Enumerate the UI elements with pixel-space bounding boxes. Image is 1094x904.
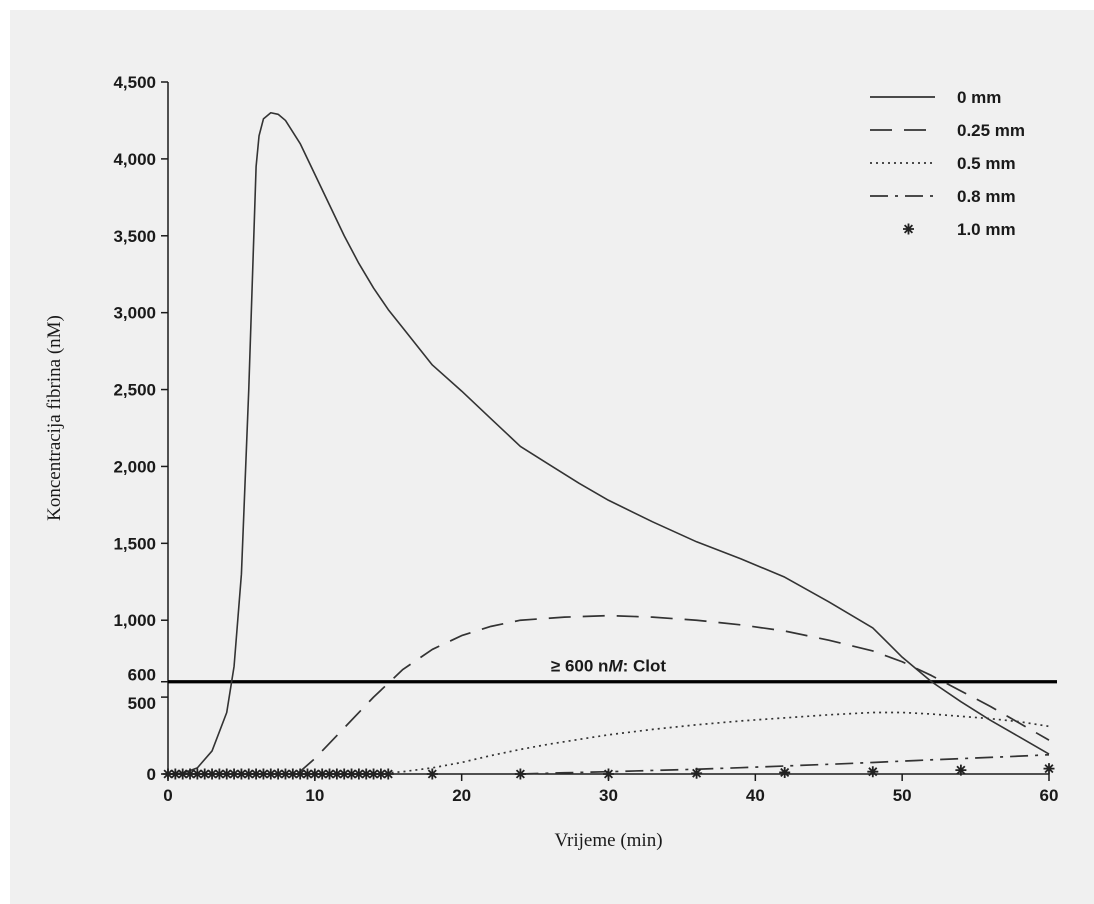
threshold-label: ≥ 600 nM: Clot: [551, 657, 666, 676]
legend-item: 1.0 mm: [903, 220, 1016, 239]
data-point-star: [382, 768, 394, 780]
data-point-star: [191, 768, 203, 780]
data-point-star: [331, 768, 343, 780]
threshold-label-suffix: : Clot: [623, 657, 667, 676]
data-point-star: [265, 768, 277, 780]
y-tick-label: 1,500: [113, 534, 156, 553]
y-tick-label: 3,000: [113, 304, 156, 323]
legend-item: 0.8 mm: [870, 187, 1016, 206]
legend-item: 0.25 mm: [870, 121, 1025, 140]
data-point-star: [346, 768, 358, 780]
legend-label: 0.8 mm: [957, 187, 1016, 206]
threshold-label-prefix: ≥ 600 n: [551, 657, 609, 676]
legend-label: 0.25 mm: [957, 121, 1025, 140]
data-point-star: [353, 768, 365, 780]
data-point-star: [213, 768, 225, 780]
data-point-star: [169, 768, 181, 780]
data-point-star: [360, 768, 372, 780]
data-point-star: [1043, 763, 1055, 775]
data-point-star: [279, 768, 291, 780]
x-tick-label: 60: [1040, 786, 1059, 805]
data-point-star: [691, 767, 703, 779]
data-point-star: [221, 768, 233, 780]
data-point-star: [243, 768, 255, 780]
y-tick-label: 4,500: [113, 73, 156, 92]
series-1-0-mm-points: [162, 763, 1055, 780]
y-tick-label: 600: [128, 666, 156, 685]
data-point-star: [338, 768, 350, 780]
data-point-star: [294, 768, 306, 780]
data-point-star: [514, 768, 526, 780]
x-tick-label: 10: [305, 786, 324, 805]
data-point-star: [375, 768, 387, 780]
data-point-star: [955, 764, 967, 776]
data-point-star: [206, 768, 218, 780]
legend-label: 0 mm: [957, 88, 1001, 107]
x-tick-label: 20: [452, 786, 471, 805]
series-line-0-mm: [167, 111, 1050, 775]
data-point-star: [316, 768, 328, 780]
legend-item: 0 mm: [870, 88, 1001, 107]
data-point-star: [228, 768, 240, 780]
data-point-star: [235, 768, 247, 780]
line-chart: 05006001,0001,5002,0002,5003,0003,5004,0…: [44, 73, 1058, 851]
series-line-0-25-mm: [296, 614, 1050, 775]
legend: 0 mm 0.25 mm 0.5 mm 0.8 mm 1.0 mm: [870, 88, 1025, 239]
data-point-star: [368, 768, 380, 780]
x-tick-label: 30: [599, 786, 618, 805]
x-tick-label: 0: [163, 786, 172, 805]
x-axis-title: Vrijeme (min): [554, 830, 662, 851]
y-tick-label: 4,000: [113, 150, 156, 169]
x-tick-label: 40: [746, 786, 765, 805]
data-point-star: [324, 768, 336, 780]
legend-item: 0.5 mm: [870, 154, 1016, 173]
series-line-0-5-mm: [373, 711, 1050, 775]
axes: 05006001,0001,5002,0002,5003,0003,5004,0…: [113, 73, 1058, 805]
data-point-star: [779, 766, 791, 778]
data-point-star: [287, 768, 299, 780]
data-point-star: [426, 768, 438, 780]
y-tick-label: 0: [147, 765, 156, 784]
x-tick-label: 50: [893, 786, 912, 805]
data-point-star: [867, 766, 879, 778]
y-tick-label: 500: [128, 694, 156, 713]
series-group: [162, 111, 1055, 780]
legend-marker-star: [903, 223, 914, 235]
legend-label: 1.0 mm: [957, 220, 1016, 239]
legend-label: 0.5 mm: [957, 154, 1016, 173]
y-tick-label: 1,000: [113, 611, 156, 630]
data-point-star: [603, 768, 614, 780]
chart-figure: 0 500 600 1,000 1,500 2,000 2,500 3,000 3,500 4,0…: [10, 10, 1094, 904]
y-tick-label: 2,500: [113, 381, 156, 400]
y-tick-label: 2,000: [113, 457, 156, 476]
data-point-star: [250, 768, 262, 780]
data-point-star: [257, 768, 269, 780]
data-point-star: [184, 768, 196, 780]
data-point-star: [177, 768, 189, 780]
threshold-label-unit: M: [608, 657, 623, 676]
data-point-star: [309, 768, 321, 780]
data-point-star: [162, 768, 174, 780]
data-point-star: [199, 768, 211, 780]
data-point-star: [272, 768, 284, 780]
data-point-star: [301, 768, 313, 780]
threshold-group: ≥ 600 nM: Clot: [168, 657, 1057, 684]
y-axis-title: Koncentracija fibrina (nM): [44, 315, 65, 521]
y-tick-label: 3,500: [113, 227, 156, 246]
